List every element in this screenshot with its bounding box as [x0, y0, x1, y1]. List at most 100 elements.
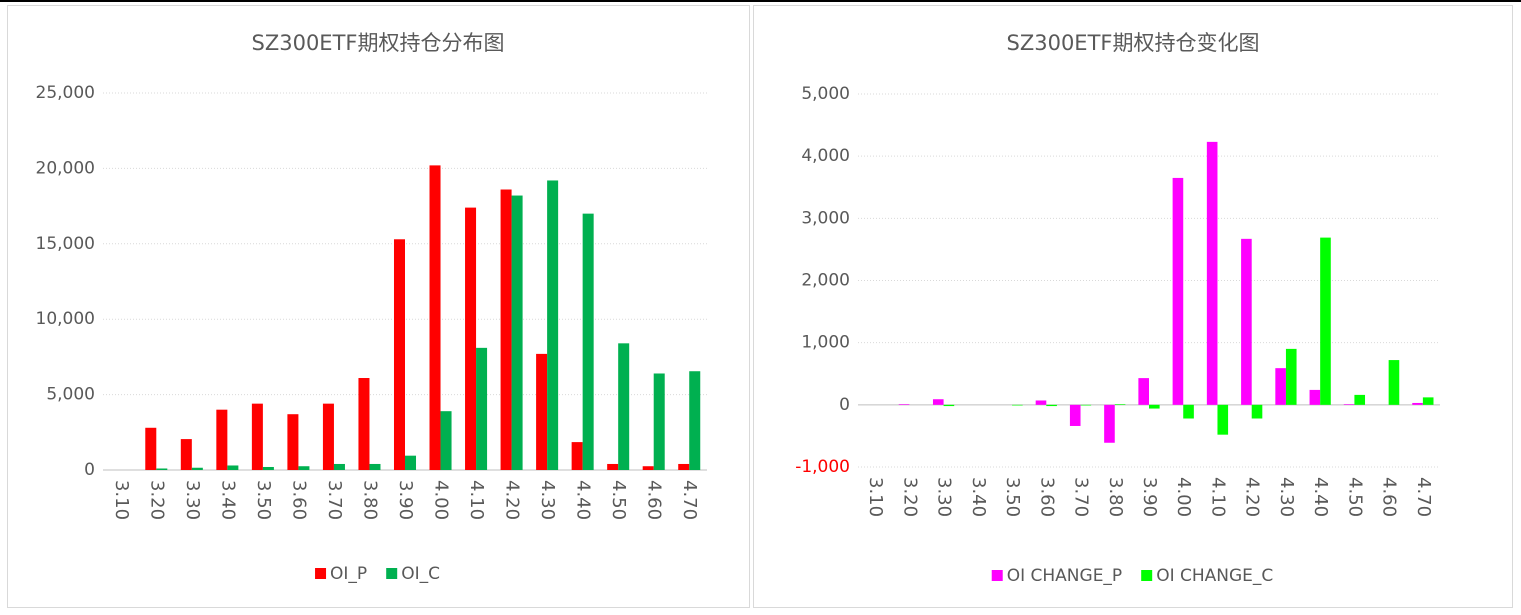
x-tick-label: 4.10	[1207, 477, 1228, 517]
bar	[1285, 348, 1297, 405]
bar	[1138, 378, 1149, 405]
bar	[582, 213, 594, 470]
bar	[1046, 404, 1057, 407]
x-tick-label: 3.80	[1105, 477, 1126, 517]
x-tick-label: 3.40	[217, 480, 238, 520]
x-tick-label: 4.10	[466, 480, 487, 520]
chart-frame	[753, 5, 1513, 608]
y-tick-label: 10,000	[36, 309, 95, 329]
bar	[1206, 141, 1218, 405]
bar	[1149, 404, 1160, 409]
bar	[287, 414, 299, 470]
x-tick-label: 3.60	[1036, 477, 1057, 517]
x-tick-label: 3.50	[253, 480, 274, 520]
bar	[393, 239, 405, 470]
bar	[262, 466, 274, 470]
x-tick-label: 3.30	[182, 480, 203, 520]
y-tick-label: 20,000	[36, 158, 95, 178]
bar	[1320, 237, 1331, 405]
bar	[1412, 402, 1423, 405]
y-tick-label: 1,000	[801, 333, 850, 353]
bar	[653, 373, 665, 470]
chart-frame	[7, 5, 750, 608]
bar	[429, 165, 441, 470]
x-tick-label: 3.10	[865, 477, 886, 517]
bar	[547, 180, 559, 471]
x-tick-label: 4.20	[1242, 477, 1263, 517]
bar	[227, 465, 239, 470]
bar	[191, 467, 203, 470]
bar	[405, 455, 417, 470]
legend-label: OI CHANGE_C	[1156, 566, 1273, 586]
x-tick-label: 4.30	[1276, 477, 1297, 517]
x-tick-label: 4.60	[644, 480, 665, 520]
bar	[536, 353, 548, 470]
bar	[943, 404, 955, 407]
x-tick-label: 4.30	[537, 480, 558, 520]
bar	[1069, 404, 1081, 426]
bar	[440, 411, 452, 470]
x-tick-label: 3.60	[288, 480, 309, 520]
x-tick-label: 4.50	[608, 480, 629, 520]
bar	[369, 463, 381, 470]
x-tick-label: 4.50	[1344, 477, 1365, 517]
y-tick-label: 5,000	[46, 385, 95, 405]
x-tick-label: 3.40	[968, 477, 989, 517]
bar	[1080, 404, 1092, 406]
bar	[156, 468, 168, 470]
bar	[251, 403, 263, 470]
legend-swatch	[1141, 570, 1153, 581]
legend-swatch	[315, 568, 327, 579]
y-tick-label: 0	[839, 395, 850, 415]
x-tick-label: 3.80	[359, 480, 380, 520]
bar	[1275, 368, 1286, 405]
chart-title: SZ300ETF期权持仓分布图	[252, 31, 505, 55]
bar	[511, 195, 523, 470]
x-tick-label: 4.20	[502, 480, 523, 520]
y-tick-label: 5,000	[801, 84, 850, 104]
x-tick-label: 4.70	[679, 480, 700, 520]
bar	[322, 403, 334, 470]
bar	[465, 207, 477, 470]
bar	[180, 439, 192, 470]
bar	[678, 463, 690, 470]
bar	[1343, 404, 1355, 405]
top-border	[0, 0, 1521, 2]
bar	[1035, 400, 1047, 405]
x-tick-label: 4.40	[1310, 477, 1331, 517]
bar	[1309, 389, 1321, 405]
x-tick-label: 3.90	[395, 480, 416, 520]
x-tick-label: 4.40	[573, 480, 594, 520]
x-tick-label: 4.00	[1173, 477, 1194, 517]
x-tick-label: 3.90	[1139, 477, 1160, 517]
legend-label: OI CHANGE_P	[1007, 566, 1122, 586]
bar	[932, 399, 944, 405]
y-tick-label: 25,000	[36, 83, 95, 103]
bar	[1012, 404, 1023, 406]
y-tick-label: -1,000	[795, 457, 850, 477]
x-tick-label: 3.70	[324, 480, 345, 520]
legend-label: OI_P	[330, 564, 367, 584]
bar	[358, 378, 370, 470]
bar	[642, 466, 654, 470]
bar	[898, 404, 910, 405]
bar	[618, 343, 630, 470]
bar	[298, 466, 310, 470]
bar	[500, 189, 512, 470]
bar	[689, 371, 701, 470]
x-tick-label: 3.70	[1071, 477, 1092, 517]
bar	[1241, 238, 1252, 405]
bar	[1183, 404, 1194, 419]
x-tick-label: 3.50	[1002, 477, 1023, 517]
bar	[1251, 404, 1263, 419]
bar	[1104, 404, 1115, 443]
legend-label: OI_C	[401, 564, 440, 584]
bar	[145, 427, 157, 470]
x-tick-label: 3.30	[934, 477, 955, 517]
legend-swatch	[386, 568, 398, 579]
bar	[1388, 360, 1400, 405]
y-tick-label: 15,000	[36, 234, 95, 254]
bar	[1354, 394, 1366, 405]
bar	[1172, 177, 1184, 405]
